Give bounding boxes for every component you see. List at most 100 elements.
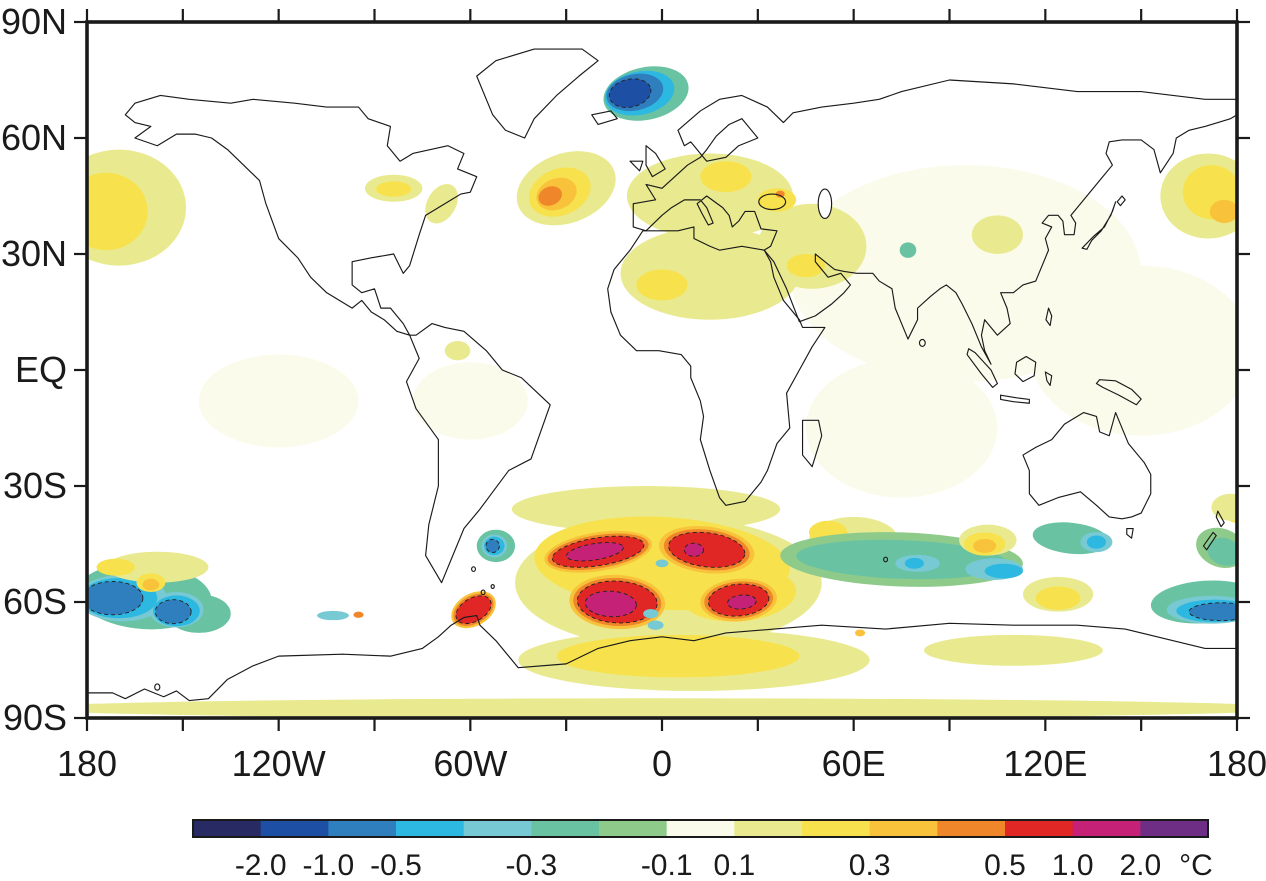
y-tick-label: 90N xyxy=(1,1,67,42)
sri-lanka-outline xyxy=(919,339,925,346)
colorbar-tick-label: -0.5 xyxy=(370,849,422,881)
tropics-faint-warm-wash-contour xyxy=(805,358,998,498)
colorbar-segment xyxy=(1140,820,1209,837)
colorbar-tick-label: 2.0 xyxy=(1119,849,1161,881)
falkland-cold-spot-contour xyxy=(485,538,500,553)
tropics-faint-warm-wash-contour xyxy=(971,215,1023,255)
north-atlantic-warm-core-contour xyxy=(538,186,562,206)
south-atlantic-warm-belt-contour xyxy=(727,594,757,610)
south-pacific-cold-pool-contour xyxy=(317,610,349,621)
southern-indian-cold-band-contour xyxy=(973,538,997,553)
y-tick-label: 60N xyxy=(1,117,67,158)
small-cold-spots-contour xyxy=(647,620,664,630)
colorbar-legend: -2.0 -1.0 -0.5 -0.3 -0.1 0.1 0.3 0.5 1.0 2.0 °C xyxy=(192,819,1213,881)
britain-coastline xyxy=(646,146,665,177)
borneo-coastline xyxy=(1015,356,1036,381)
new-guinea-coastline xyxy=(1096,380,1141,405)
colorbar-tick-label: -0.1 xyxy=(641,849,693,881)
colorbar-segment xyxy=(937,820,1006,837)
colorbar-tick-label: 1.0 xyxy=(1052,849,1094,881)
south-pacific-cold-pool-contour xyxy=(154,599,192,625)
madagascar-coastline xyxy=(803,420,822,466)
south-pacific-cold-pool-contour xyxy=(142,578,160,591)
ross-sea-islet xyxy=(155,684,160,690)
philippines-coastline xyxy=(1046,308,1052,325)
y-tick-label: EQ xyxy=(15,349,67,390)
southern-indian-cold-band-contour xyxy=(1035,586,1081,610)
southern-indian-cold-band-contour xyxy=(904,557,924,569)
iceland-coastline xyxy=(592,111,618,125)
x-tick-label: 180 xyxy=(57,743,117,784)
colorbar-segment xyxy=(1072,820,1141,837)
axis-labels: 180 120W 60W 0 60E 120E 180 90N 60N 30N EQ 30S 60S 90… xyxy=(1,1,1266,784)
south-shetland-islet xyxy=(481,590,485,595)
ireland-coastline xyxy=(630,161,643,171)
black-sea-outline xyxy=(759,194,786,209)
map-canvas xyxy=(87,22,1237,718)
caspian-sea-outline xyxy=(818,189,831,218)
x-tick-label: 120W xyxy=(232,743,326,784)
south-pacific-cold-pool-contour xyxy=(96,558,135,576)
small-cold-spots-contour xyxy=(643,608,659,619)
northwest-pacific-warm-patch-contour xyxy=(1209,199,1237,224)
tasmania-coastline xyxy=(1127,529,1133,539)
colorbar-segment xyxy=(734,820,803,837)
java-coastline xyxy=(1001,395,1030,403)
sulawesi-coastline xyxy=(1045,372,1051,386)
falkland-islet xyxy=(472,567,476,572)
pacific-dateline-cold-band-contour xyxy=(1211,493,1237,521)
colorbar-segment xyxy=(463,820,532,837)
y-tick-label: 30N xyxy=(1,233,67,274)
colorbar-segment xyxy=(396,820,465,837)
africa-coastline xyxy=(608,227,825,505)
x-tick-label: 120E xyxy=(1003,743,1087,784)
coastlines xyxy=(87,49,1237,701)
tropics-faint-warm-wash-contour xyxy=(899,242,917,258)
south-pacific-cold-pool-contour xyxy=(87,581,144,616)
y-tick-label: 90S xyxy=(3,697,67,738)
pacific-dateline-cold-band-contour xyxy=(1188,602,1237,622)
antarctic-coastal-warm-band-contour xyxy=(556,634,800,678)
colorbar-segment xyxy=(1005,820,1074,837)
antarctica-coastline xyxy=(87,616,1237,701)
tropics-faint-warm-wash-contour xyxy=(1029,265,1237,436)
colorbar-segment xyxy=(666,820,735,837)
antarctic-coastal-warm-band-contour xyxy=(87,698,1237,718)
north-america-warm-patches-contour xyxy=(444,341,471,361)
eurasia-coastline xyxy=(633,80,1237,364)
colorbar-segment xyxy=(260,820,329,837)
colorbar-border xyxy=(192,819,1209,838)
south-atlantic-warm-belt-contour xyxy=(566,542,624,562)
colorbar-tick-label: 0.3 xyxy=(849,849,891,881)
x-tick-label: 60W xyxy=(433,743,507,784)
map-frame xyxy=(85,20,1239,720)
x-tick-label: 60E xyxy=(822,743,886,784)
tropics-faint-warm-wash-contour xyxy=(198,354,359,448)
colorbar-segment xyxy=(599,820,668,837)
south-atlantic-warm-belt-contour xyxy=(668,531,746,568)
colorbar-tick-label: -1.0 xyxy=(302,849,354,881)
colorbar-segment xyxy=(193,820,262,837)
axis-ticks xyxy=(74,9,1250,731)
japan-coastline xyxy=(1082,196,1125,249)
y-tick-label: 30S xyxy=(3,465,67,506)
greenland-coastline xyxy=(477,49,598,138)
colorbar-segment xyxy=(328,820,397,837)
colorbar-tick-label: 0.5 xyxy=(984,849,1026,881)
colorbar-segment xyxy=(869,820,938,837)
sumatra-coastline xyxy=(967,349,997,388)
europe-africa-warm-wash-contour xyxy=(636,269,688,301)
y-tick-label: 60S xyxy=(3,581,67,622)
antarctic-coastal-warm-band-contour xyxy=(923,634,1103,666)
tropics-faint-warm-wash-contour xyxy=(412,362,528,440)
south-atlantic-warm-belt-contour xyxy=(455,595,492,625)
south-atlantic-warm-belt-contour xyxy=(584,590,637,618)
colorbar-unit-label: °C xyxy=(1179,849,1213,881)
small-cold-spots-contour xyxy=(655,559,669,568)
south-orkney-islet xyxy=(491,585,494,589)
antarctic-coastal-warm-band-contour xyxy=(854,629,866,637)
north-america-coastline xyxy=(125,95,476,335)
nordic-seas-cold-core-contour xyxy=(608,78,652,108)
